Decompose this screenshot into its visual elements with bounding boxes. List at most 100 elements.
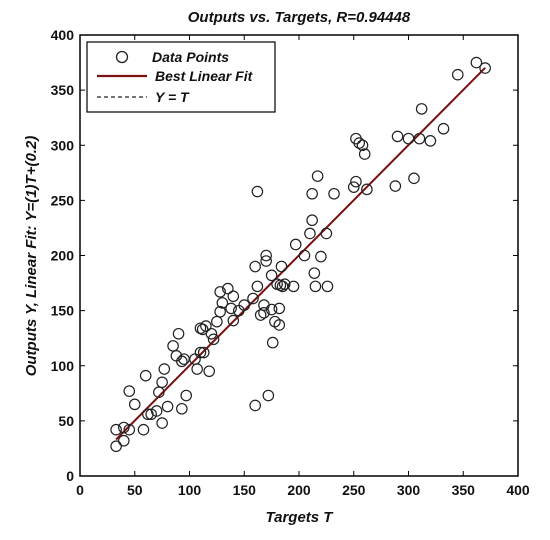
data-point [110, 423, 122, 436]
y-tick-label: 350 [51, 82, 75, 98]
data-point [265, 269, 278, 282]
y-tick-label: 150 [51, 303, 75, 319]
best-fit-line [115, 67, 486, 441]
x-tick-label: 150 [233, 482, 257, 498]
data-point [358, 148, 371, 160]
data-point [123, 423, 136, 436]
data-point [389, 180, 402, 192]
data-point [262, 389, 275, 402]
data-point [278, 278, 291, 290]
y-tick-label: 0 [66, 468, 74, 484]
data-point [176, 402, 188, 415]
data-point [479, 62, 491, 74]
data-point [308, 267, 321, 279]
data-point [227, 314, 240, 327]
data-point [347, 181, 360, 193]
x-tick-label: 200 [287, 482, 311, 498]
data-point [320, 227, 333, 240]
data-point [424, 135, 437, 147]
data-point [321, 280, 334, 293]
data-point [203, 365, 216, 378]
data-point [200, 320, 212, 332]
x-ticks: 0 50 100 150 200 250 300 350 400 [76, 35, 530, 498]
data-point [350, 175, 362, 188]
data-point [413, 132, 426, 145]
legend-label-identity: Y = T [155, 89, 190, 105]
x-tick-label: 250 [342, 482, 366, 498]
x-tick-label: 100 [178, 482, 202, 498]
data-point [156, 417, 168, 429]
data-point [139, 369, 152, 382]
fit-line-group [115, 67, 486, 441]
data-point [172, 327, 185, 340]
y-tick-label: 50 [58, 413, 74, 429]
data-point [273, 319, 286, 331]
data-point [197, 346, 210, 359]
data-point [451, 68, 464, 81]
data-point [150, 405, 163, 417]
data-point [205, 327, 218, 340]
data-point [128, 398, 141, 411]
data-point [265, 303, 278, 316]
chart-title: Outputs vs. Targets, R=0.94448 [188, 9, 411, 26]
data-point [311, 170, 324, 182]
y-tick-label: 200 [51, 248, 75, 264]
data-point [214, 305, 226, 318]
data-point [251, 185, 264, 198]
data-point [289, 238, 302, 251]
y-tick-label: 100 [51, 358, 75, 374]
data-point [437, 122, 450, 135]
y-axis-label: Outputs Y, Linear Fit: Y=(1)T+(0.2) [23, 136, 40, 377]
data-point [123, 385, 136, 397]
data-point [158, 363, 171, 375]
data-point [258, 307, 270, 319]
data-point [251, 280, 264, 293]
data-points [110, 56, 491, 453]
data-point [470, 56, 483, 69]
data-point [260, 255, 272, 267]
x-tick-label: 50 [127, 482, 143, 498]
data-point [194, 346, 207, 359]
legend-label-best-fit: Best Linear Fit [155, 68, 254, 84]
y-ticks: 0 50 100 150 200 250 300 350 400 [51, 27, 518, 484]
data-point [110, 440, 122, 453]
data-point [249, 399, 261, 412]
data-point [118, 434, 130, 447]
data-point [273, 302, 286, 315]
x-axis-label: Targets T [266, 509, 335, 526]
data-point [247, 292, 259, 305]
data-point [260, 249, 272, 262]
data-point [214, 286, 226, 298]
x-tick-label: 0 [76, 482, 84, 498]
legend-marker-data-points [115, 50, 129, 64]
data-point [249, 260, 261, 273]
data-point [137, 423, 150, 436]
x-tick-label: 400 [506, 482, 530, 498]
y-tick-label: 300 [51, 137, 75, 153]
data-point [328, 187, 340, 200]
data-point [361, 183, 373, 196]
data-point [353, 137, 366, 149]
data-point [298, 249, 311, 262]
x-tick-label: 350 [452, 482, 476, 498]
data-point [287, 280, 300, 293]
data-point [306, 214, 318, 227]
data-point [118, 421, 130, 434]
data-point [391, 130, 404, 143]
y-tick-label: 250 [51, 192, 75, 208]
data-point [275, 260, 288, 273]
data-point [227, 290, 240, 303]
legend: Data Points Best Linear Fit Y = T [86, 41, 276, 113]
data-point [216, 297, 229, 309]
data-point [176, 355, 188, 368]
data-point [408, 172, 420, 185]
y-tick-label: 400 [51, 27, 75, 43]
data-point [266, 336, 279, 349]
data-point [207, 333, 220, 346]
data-point [315, 250, 327, 263]
data-point [191, 363, 203, 375]
data-point [238, 299, 251, 311]
data-point [306, 187, 318, 200]
data-point [415, 103, 428, 115]
